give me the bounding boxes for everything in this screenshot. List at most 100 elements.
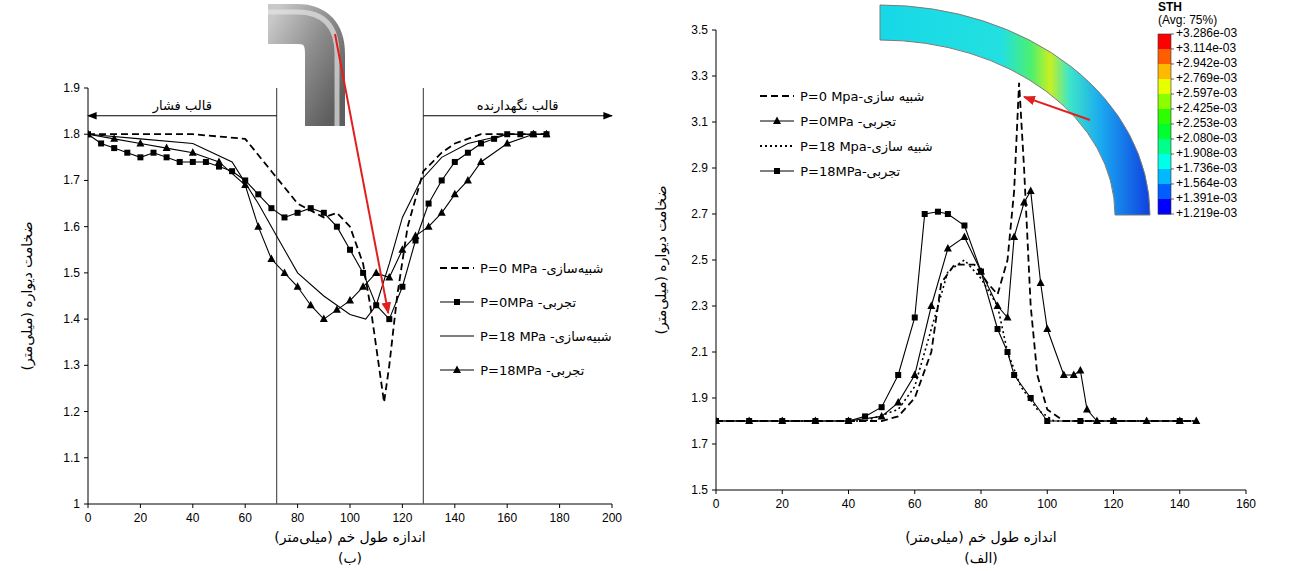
data-point [360, 270, 366, 276]
y-axis-title: ضخامت دیواره (میلی‌متر) [19, 221, 36, 370]
colorbar-tick [1171, 214, 1174, 215]
x-tick [192, 504, 193, 508]
y-tick-label: 1.8 [63, 127, 80, 141]
data-point [477, 157, 485, 165]
data-point [811, 417, 819, 425]
data-point [307, 301, 315, 309]
colorbar-tick-label: +2.425e-03 [1176, 101, 1237, 115]
data-point [295, 210, 301, 216]
colorbar-tick-label: +3.114e-03 [1176, 41, 1236, 55]
y-axis-line [88, 88, 89, 504]
x-tick-label: 140 [1170, 497, 1190, 511]
data-point [282, 214, 288, 220]
series-line [716, 212, 1180, 421]
data-point [320, 315, 328, 323]
data-point [1044, 418, 1050, 424]
data-point [385, 273, 393, 281]
y-tick [84, 457, 88, 458]
x-tick [914, 490, 915, 494]
data-point [935, 209, 941, 215]
colorbar-tick-label: +1.219e-03 [1176, 206, 1237, 220]
data-point [1077, 418, 1083, 424]
colorbar-band [1158, 139, 1171, 155]
data-point [347, 247, 353, 253]
y-tick-label: 3.5 [691, 23, 708, 37]
data-point [464, 176, 472, 184]
y-tick-label: 2.1 [691, 345, 708, 359]
colorbar-band [1158, 124, 1171, 140]
data-point [426, 201, 432, 207]
data-point [995, 326, 1001, 332]
legend: شبیه سازی-P=0 Mpaتجربی- P=0MPaشبیه سازی-… [760, 89, 933, 180]
y-tick [712, 490, 716, 491]
colorbar-tick-label: +2.253e-03 [1176, 116, 1237, 130]
colorbar-tick [1171, 183, 1174, 184]
y-tick-label: 2.9 [691, 161, 708, 175]
colorbar-tick-label: +1.391e-03 [1176, 191, 1237, 205]
x-tick-label: 20 [776, 497, 790, 511]
colorbar-tick [1171, 108, 1174, 109]
data-point [111, 145, 117, 151]
x-tick [507, 504, 508, 508]
x-tick-label: 40 [186, 511, 200, 525]
x-axis-title: اندازه طول خم (میلی‌متر) [274, 529, 425, 546]
x-tick-label: 80 [291, 511, 305, 525]
x-tick [1179, 490, 1180, 494]
colorbar-tick [1171, 79, 1174, 80]
die-boundary [276, 88, 277, 504]
data-point [977, 267, 985, 275]
x-tick-label: 160 [1236, 497, 1256, 511]
data-point [308, 205, 314, 211]
data-point [912, 315, 918, 321]
data-point [779, 418, 785, 424]
legend-marker [774, 168, 780, 174]
data-point [88, 130, 92, 138]
data-point [894, 398, 902, 406]
data-point [862, 413, 868, 419]
data-point [189, 148, 197, 156]
y-tick-label: 1.4 [63, 312, 80, 326]
data-point [944, 244, 952, 252]
data-point [124, 150, 130, 156]
legend: شبیه‌سازی- P=0 MPaتجربی- P=0MPaشبیه‌سازی… [440, 261, 612, 379]
y-tick [712, 168, 716, 169]
data-point [922, 211, 928, 217]
data-point [268, 205, 274, 211]
data-point [978, 269, 984, 275]
colorbar-tick [1171, 63, 1174, 64]
legend-sample [760, 95, 794, 97]
x-tick [1113, 490, 1114, 494]
colorbar-tick [1171, 199, 1174, 200]
colorbar-tick [1171, 48, 1174, 49]
data-point [255, 191, 261, 197]
data-point [879, 404, 885, 410]
x-tick-label: 40 [842, 497, 856, 511]
data-point [465, 150, 471, 156]
colorbar-tick [1171, 154, 1174, 155]
data-point [716, 418, 719, 424]
data-point [346, 296, 354, 304]
x-tick-label: 140 [445, 511, 465, 525]
data-point [294, 282, 302, 290]
x-tick-label: 60 [239, 511, 253, 525]
data-point [333, 305, 341, 313]
data-point [543, 130, 551, 138]
die-label: قالب فشار [152, 98, 212, 114]
data-point [846, 418, 852, 424]
y-tick-label: 1.3 [63, 358, 80, 372]
tube-photo [268, 12, 337, 126]
y-tick-label: 1.9 [63, 81, 80, 95]
data-point [254, 222, 262, 230]
data-point [215, 157, 223, 165]
data-point [1177, 418, 1183, 424]
x-tick [848, 490, 849, 494]
pipe-highlight [268, 12, 337, 126]
data-point [1111, 418, 1117, 424]
plot-area [716, 83, 1200, 424]
panel-label: (الف) [964, 550, 998, 566]
data-point [1176, 417, 1184, 425]
data-point [203, 159, 209, 165]
data-point [961, 223, 967, 229]
colorbar-band [1158, 79, 1171, 95]
data-point [190, 159, 196, 165]
